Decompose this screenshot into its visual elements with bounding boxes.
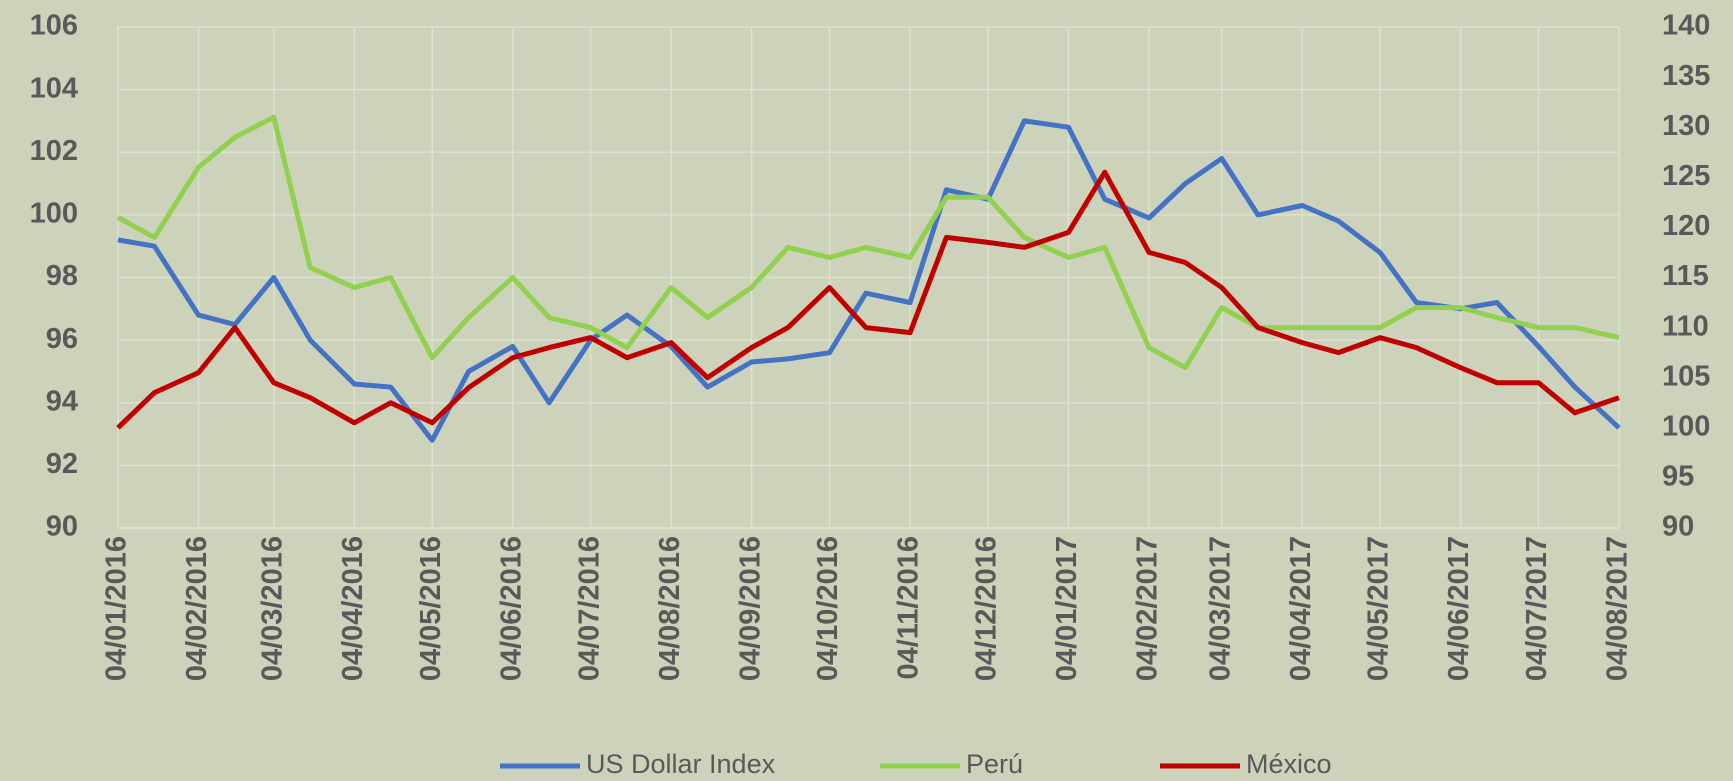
y-tick-label: 96 (46, 323, 78, 355)
x-tick-label: 04/11/2016 (893, 536, 925, 680)
x-tick-label: 04/06/2016 (495, 536, 527, 681)
legend-label: US Dollar Index (586, 749, 776, 779)
series-line (116, 114, 1620, 371)
y-tick-label: 106 (30, 10, 78, 42)
x-tick-label: 04/12/2016 (971, 536, 1003, 681)
x-tick-label: 04/03/2017 (1204, 536, 1236, 681)
y-tick-label: 92 (46, 448, 78, 480)
y2-tick-label: 115 (1662, 260, 1709, 292)
x-tick-label: 04/05/2017 (1363, 536, 1395, 681)
x-tick-label: 04/08/2017 (1602, 536, 1634, 681)
y-tick-label: 94 (46, 385, 78, 417)
x-tick-label: 04/10/2016 (812, 536, 844, 681)
y2-tick-label: 90 (1662, 511, 1694, 543)
y2-tick-label: 135 (1662, 60, 1710, 92)
x-tick-label: 04/07/2016 (573, 536, 605, 681)
y-tick-label: 90 (46, 511, 78, 543)
y2-tick-label: 105 (1662, 360, 1710, 392)
x-tick-label: 04/04/2017 (1285, 536, 1317, 681)
y2-tick-label: 125 (1662, 160, 1710, 192)
x-tick-label: 04/01/2017 (1051, 536, 1083, 681)
series-line (116, 169, 1620, 430)
legend-label: Perú (966, 749, 1023, 779)
y2-tick-label: 110 (1662, 310, 1709, 342)
y2-tick-label: 130 (1662, 110, 1710, 142)
x-tick-label: 04/02/2016 (181, 536, 213, 681)
y2-tick-label: 120 (1662, 210, 1710, 242)
x-tick-label: 04/07/2017 (1521, 536, 1553, 681)
y-tick-label: 98 (46, 260, 78, 292)
y2-tick-label: 140 (1662, 10, 1710, 42)
x-tick-label: 04/02/2017 (1132, 536, 1164, 681)
legend-label: México (1246, 749, 1332, 779)
y2-tick-label: 100 (1662, 410, 1710, 442)
y2-tick-label: 95 (1662, 461, 1694, 493)
x-tick-label: 04/01/2016 (101, 536, 133, 681)
y-tick-label: 104 (30, 72, 78, 104)
x-tick-label: 04/08/2016 (654, 536, 686, 681)
x-tick-label: 04/06/2017 (1443, 536, 1475, 681)
series-line (117, 118, 1621, 443)
x-tick-label: 04/03/2016 (256, 536, 288, 681)
y-tick-label: 100 (30, 198, 78, 230)
y-tick-label: 102 (30, 135, 78, 167)
x-tick-label: 04/05/2016 (415, 536, 447, 681)
x-tick-label: 04/04/2016 (337, 536, 369, 681)
x-tick-label: 04/09/2016 (734, 536, 766, 681)
